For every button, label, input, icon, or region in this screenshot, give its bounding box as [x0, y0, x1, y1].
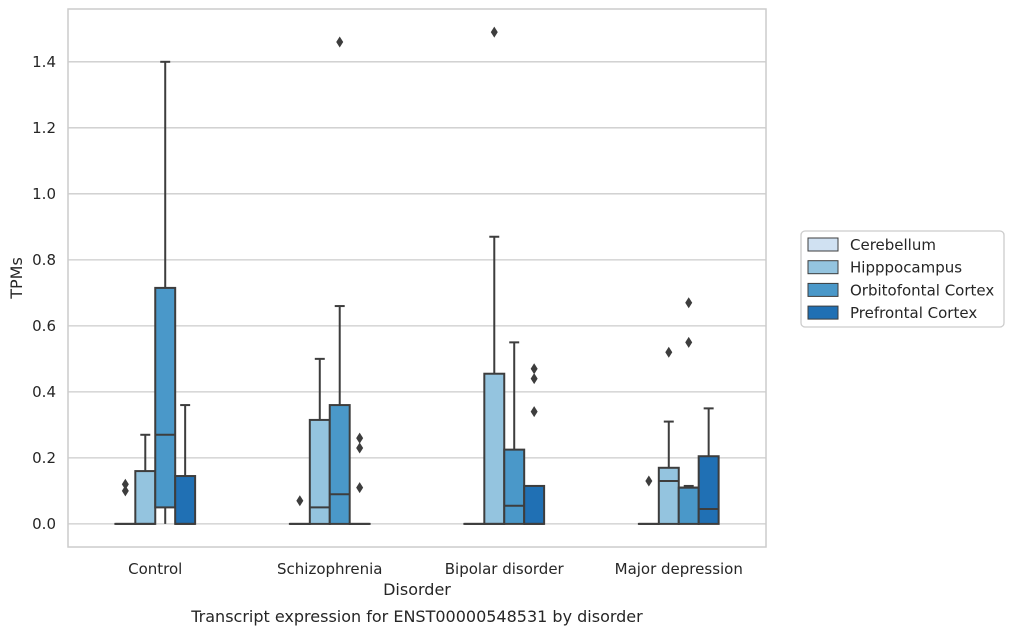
box-prefrontal-cortex [174, 404, 197, 525]
outlier-point [121, 485, 129, 497]
outlier-point [645, 475, 653, 487]
x-tick-label: Control [128, 560, 182, 578]
figure-caption: Transcript expression for ENST0000054853… [190, 607, 643, 626]
x-tick-label: Major depression [615, 560, 743, 578]
box-body [657, 466, 680, 525]
box-prefrontal-cortex [348, 432, 371, 525]
legend-label: Prefrontal Cortex [850, 304, 977, 322]
outlier-point [530, 363, 538, 375]
plot-frame [67, 8, 767, 548]
box-groups [114, 26, 720, 525]
box-hipppocampus [657, 346, 680, 525]
box-cerebellum [288, 495, 311, 525]
outlier-point [490, 26, 498, 38]
x-tick-label: Bipolar disorder [445, 560, 565, 578]
legend-frame [800, 230, 1005, 328]
x-tick-labels: Control Schizophrenia Bipolar disorder Majo… [128, 560, 743, 578]
box-orbitofontal-cortex [328, 36, 351, 525]
box-hipppocampus [483, 26, 506, 525]
box-hipppocampus [134, 433, 157, 525]
box-orbitofontal-cortex [503, 341, 526, 525]
legend: Cerebellum Hipppocampus Orbitofontal Corte… [800, 230, 1005, 328]
outlier-point [336, 36, 344, 48]
y-tick-label: 1.4 [32, 53, 56, 71]
box-body [328, 404, 351, 525]
y-tick-label: 1.0 [32, 185, 56, 203]
outlier-point [356, 442, 364, 454]
box-body [523, 484, 546, 525]
box-orbitofontal-cortex [677, 297, 700, 525]
box-body [697, 455, 720, 525]
outlier-point [296, 495, 304, 507]
box-body [483, 372, 506, 525]
outlier-point [121, 478, 129, 490]
y-axis-label: TPMs [7, 257, 26, 300]
y-tick-label: 0.2 [32, 449, 56, 467]
y-tick-label: 0.0 [32, 515, 56, 533]
outlier-point [685, 297, 693, 309]
outlier-point [665, 346, 673, 358]
legend-swatch [807, 237, 839, 252]
box-body [134, 470, 157, 525]
box-cerebellum [114, 478, 137, 525]
outlier-point [685, 336, 693, 348]
outlier-point [356, 432, 364, 444]
box-orbitofontal-cortex [154, 60, 177, 524]
y-tick-label: 1.2 [32, 119, 56, 137]
box-body [677, 486, 700, 525]
outlier-point [530, 373, 538, 385]
x-axis-label: Disorder [383, 580, 451, 599]
y-tick-label: 0.6 [32, 317, 56, 335]
legend-label: Hipppocampus [850, 259, 962, 277]
outlier-point [356, 482, 364, 494]
y-tick-label: 0.8 [32, 251, 56, 269]
legend-label: Orbitofontal Cortex [850, 281, 994, 299]
x-tick-label: Schizophrenia [277, 560, 382, 578]
box-cerebellum [637, 475, 660, 525]
legend-label: Cerebellum [850, 236, 936, 254]
box-body [154, 286, 177, 509]
y-tick-label: 0.4 [32, 383, 56, 401]
box-body [503, 448, 526, 525]
outlier-point [530, 406, 538, 418]
box-prefrontal-cortex [697, 407, 720, 525]
y-tick-labels: 0.0 0.2 0.4 0.6 0.8 1.0 1.2 1.4 [32, 53, 56, 533]
legend-swatch [807, 282, 839, 297]
legend-swatch [807, 305, 839, 320]
box-prefrontal-cortex [523, 363, 546, 525]
box-body [174, 475, 197, 525]
box-hipppocampus [308, 357, 331, 525]
legend-swatch [807, 260, 839, 275]
